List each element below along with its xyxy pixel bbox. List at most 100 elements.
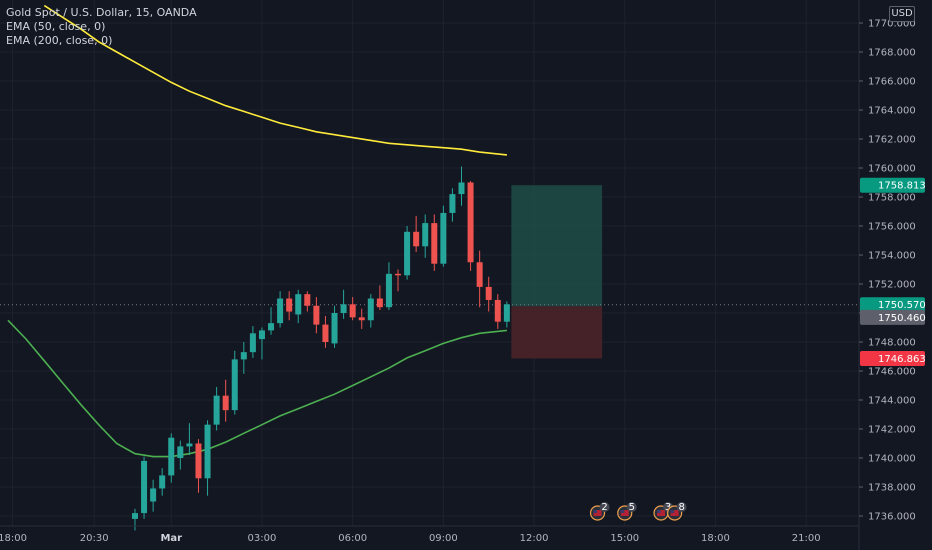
x-tick-label: 20:30: [80, 533, 109, 544]
symbol-title[interactable]: Gold Spot / U.S. Dollar, 15, OANDA: [6, 6, 197, 19]
candle-up: [131, 513, 138, 519]
event-count-badge: [676, 502, 687, 512]
y-tick-label: 1748.000: [868, 338, 916, 349]
target-price-tag-bg: [860, 177, 925, 193]
ema200-legend[interactable]: EMA (200, close, 0): [6, 34, 113, 47]
candle-up: [168, 437, 175, 476]
x-tick-label: Mar: [160, 533, 182, 544]
candle-up: [159, 475, 166, 489]
candle-up: [231, 359, 238, 411]
candle-up: [422, 223, 429, 247]
entry-price-tag-bg: [860, 309, 925, 325]
event-count: 5: [629, 502, 635, 513]
candle-up: [331, 313, 338, 344]
y-tick-label: 1746.000: [868, 367, 916, 378]
event-count: 8: [678, 502, 684, 513]
chart-legend: Gold Spot / U.S. Dollar, 15, OANDA EMA (…: [6, 6, 197, 48]
ema200-line: [43, 4, 507, 156]
candle-up: [177, 446, 184, 458]
x-tick-label: 09:00: [429, 533, 458, 544]
profit-zone: [511, 185, 603, 307]
event-flag-canton: [670, 510, 675, 513]
y-tick-label: 1756.000: [868, 222, 916, 233]
candle-up: [240, 352, 247, 360]
event-flag-stripe: [593, 510, 602, 516]
y-tick-label: 1742.000: [868, 425, 916, 436]
currency-button[interactable]: USD: [889, 6, 915, 22]
loss-zone: [511, 306, 603, 359]
stop-price-tag: 1746.863: [878, 354, 926, 365]
y-tick-label: 1770.000: [868, 19, 916, 30]
event-count-badge: [599, 502, 610, 512]
event-flag-canton: [620, 510, 625, 513]
candle-up: [141, 460, 148, 514]
x-tick-label: 18:00: [0, 533, 27, 544]
candle-up: [186, 443, 193, 447]
entry-price-tag: 1750.460: [878, 313, 926, 324]
candle-down: [485, 286, 492, 300]
x-tick-label: 21:00: [792, 533, 821, 544]
candle-down: [358, 317, 365, 321]
candle-down: [349, 304, 356, 318]
candle-up: [449, 194, 456, 213]
candle-up: [150, 488, 157, 502]
y-tick-label: 1740.000: [868, 454, 916, 465]
candle-down: [413, 231, 420, 247]
ema50-line: [7, 319, 507, 458]
ema50-legend[interactable]: EMA (50, close, 0): [6, 20, 106, 33]
event-flag-stripe: [657, 510, 666, 516]
candle-up: [503, 304, 510, 322]
event-flag-canton: [593, 510, 598, 513]
event-flag-stripe: [620, 510, 629, 516]
y-tick-label: 1738.000: [868, 483, 916, 494]
candle-down: [322, 324, 329, 342]
y-tick-label: 1736.000: [868, 512, 916, 523]
candle-up: [440, 212, 447, 264]
candle-up: [367, 298, 374, 321]
event-flag-canton: [657, 510, 661, 513]
candle-down: [395, 273, 402, 276]
price-scale-bg: [859, 0, 932, 550]
y-tick-label: 1764.000: [868, 106, 916, 117]
candle-down: [431, 223, 438, 264]
target-price-tag: 1758.813: [878, 181, 926, 192]
candle-down: [222, 395, 229, 411]
y-tick-label: 1754.000: [868, 251, 916, 262]
event-count-badge: [626, 502, 637, 512]
y-tick-label: 1768.000: [868, 48, 916, 59]
candle-up: [277, 298, 284, 324]
event-count: 2: [601, 502, 607, 513]
x-tick-label: 18:00: [701, 533, 730, 544]
candle-up: [258, 330, 265, 340]
candle-down: [286, 298, 293, 312]
candle-down: [467, 182, 474, 263]
x-tick-label: 03:00: [248, 533, 277, 544]
x-tick-label: 12:00: [520, 533, 549, 544]
y-tick-label: 1762.000: [868, 135, 916, 146]
candle-up: [404, 231, 411, 276]
y-tick-label: 1760.000: [868, 164, 916, 175]
y-tick-label: 1752.000: [868, 280, 916, 291]
x-tick-label: 15:00: [610, 533, 639, 544]
candle-up: [204, 424, 211, 479]
x-tick-label: 06:00: [338, 533, 367, 544]
current-price-tag: 1750.570: [878, 300, 926, 311]
y-tick-label: 1744.000: [868, 396, 916, 407]
stop-price-tag-bg: [860, 350, 925, 366]
candle-down: [476, 262, 483, 287]
candle-up: [295, 294, 302, 315]
candle-down: [494, 299, 501, 322]
candle-up: [385, 273, 392, 308]
candle-up: [249, 333, 256, 353]
event-flag-stripe: [670, 510, 679, 516]
candle-down: [304, 294, 311, 306]
candle-down: [313, 305, 320, 325]
candle-down: [195, 443, 202, 479]
candle-up: [340, 304, 347, 313]
candle-up: [458, 182, 465, 195]
event-count: 3: [665, 502, 671, 513]
candle-down: [376, 298, 383, 308]
candle-up: [268, 323, 275, 331]
